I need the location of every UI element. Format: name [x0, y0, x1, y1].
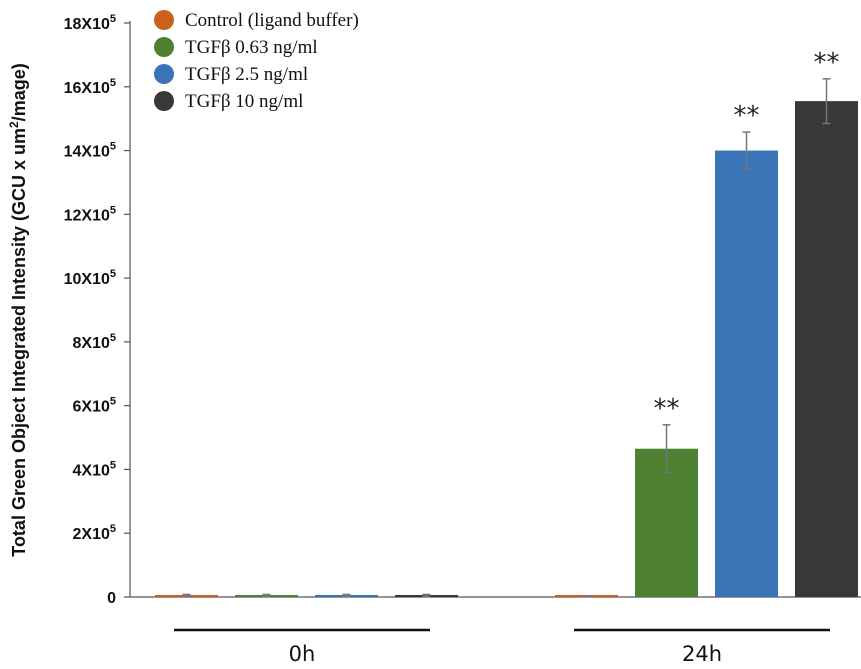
y-axis-title-suffix: /mage) [9, 63, 29, 121]
legend-marker [154, 10, 174, 30]
legend-label: Control (ligand buffer) [185, 10, 359, 31]
significance-label: ** [734, 101, 760, 131]
y-tick-base: 0 [107, 590, 116, 607]
y-tick-label: 14X105 [64, 141, 116, 161]
y-tick-exponent: 5 [110, 77, 116, 89]
y-tick-label: 0 [107, 590, 116, 607]
y-tick-exponent: 5 [110, 204, 116, 216]
x-category-label: 24h [682, 642, 722, 666]
bar [715, 150, 778, 598]
y-axis-title-text: Total Green Object Integrated Intensity … [9, 128, 29, 557]
y-tick-base: 10X10 [64, 271, 110, 288]
group-labels: 0h 24h [174, 628, 830, 666]
y-tick-base: 16X10 [64, 80, 110, 97]
significance-label: ** [814, 48, 840, 78]
y-tick-label: 8X105 [73, 332, 117, 352]
x-category-label: 0h [289, 642, 316, 666]
bars: ** ** ** [155, 48, 858, 598]
legend-marker [154, 64, 174, 84]
bar [635, 448, 698, 597]
legend-marker [154, 91, 174, 111]
y-tick-exponent: 5 [110, 268, 116, 280]
bar [795, 101, 858, 597]
y-tick-base: 8X10 [73, 335, 110, 352]
y-tick-base: 18X10 [64, 16, 110, 33]
y-tick-label: 6X105 [73, 396, 117, 416]
y-tick-base: 2X10 [73, 526, 110, 543]
y-tick-base: 14X10 [64, 144, 110, 161]
legend-label: TGFβ 2.5 ng/ml [185, 64, 308, 85]
legend: Control (ligand buffer) TGFβ 0.63 ng/ml TG… [154, 10, 359, 112]
y-tick-label: 12X105 [64, 204, 116, 224]
y-tick-exponent: 5 [110, 396, 116, 408]
legend-label: TGFβ 0.63 ng/ml [185, 37, 318, 58]
y-tick-label: 16X105 [64, 77, 116, 97]
y-tick-label: 2X105 [73, 523, 117, 543]
y-tick-label: 4X105 [73, 459, 117, 479]
y-tick-base: 4X10 [73, 462, 110, 479]
legend-marker [154, 37, 174, 57]
y-axis-title: Total Green Object Integrated Intensity … [7, 63, 29, 556]
y-axis-title-superscript: 2 [7, 121, 21, 128]
legend-label: TGFβ 10 ng/ml [185, 91, 303, 112]
y-tick-exponent: 5 [110, 332, 116, 344]
significance-label: ** [654, 394, 680, 424]
y-tick-exponent: 5 [110, 141, 116, 153]
y-tick-exponent: 5 [110, 523, 116, 535]
y-tick-base: 12X10 [64, 207, 110, 224]
y-tick-base: 6X10 [73, 399, 110, 416]
y-axis-ticks: 02X1054X1056X1058X10510X10512X10514X1051… [64, 13, 130, 607]
y-tick-exponent: 5 [110, 459, 116, 471]
y-axis-label: Total Green Object Integrated Intensity … [7, 63, 29, 556]
y-tick-label: 10X105 [64, 268, 116, 288]
y-tick-exponent: 5 [110, 13, 116, 25]
y-tick-label: 18X105 [64, 13, 116, 33]
